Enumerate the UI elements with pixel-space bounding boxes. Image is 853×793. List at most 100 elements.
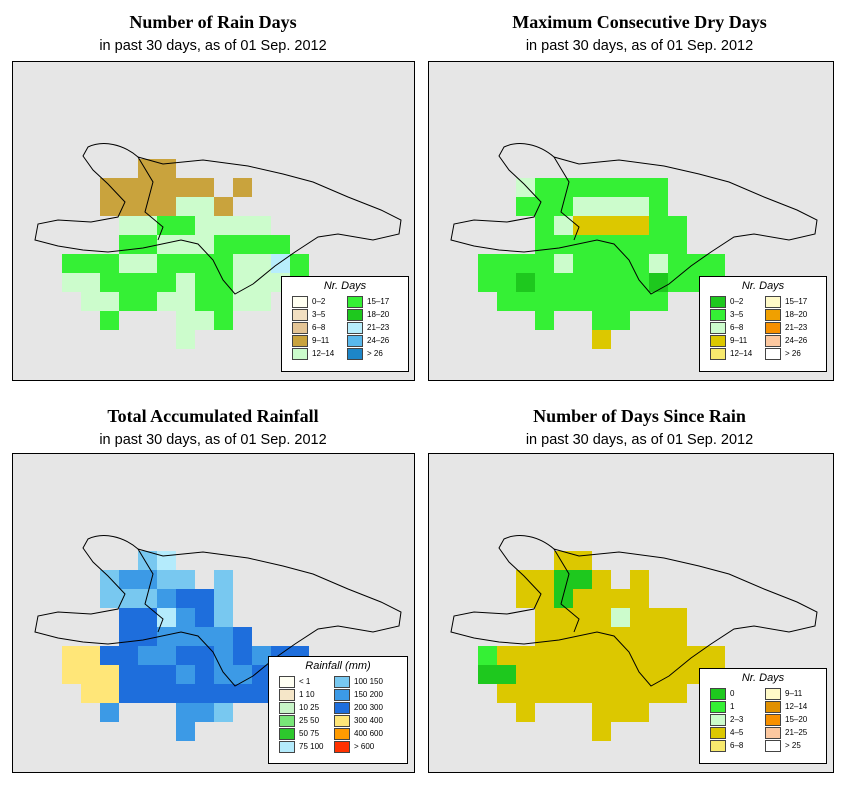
grid-cell	[233, 178, 252, 197]
legend-swatch	[292, 348, 308, 360]
grid-cell	[119, 178, 138, 197]
grid-cell	[554, 684, 573, 703]
grid-cell	[554, 216, 573, 235]
legend-swatch	[292, 296, 308, 308]
legend-swatch	[279, 676, 295, 688]
map-frame[interactable]: Nr. Days 0–2 3–5 6–8 9–11 12–14 15–17 18–20 21–…	[12, 61, 415, 381]
grid-cell	[497, 273, 516, 292]
grid-cell	[611, 608, 630, 627]
grid-cell	[592, 570, 611, 589]
grid-cell	[214, 235, 233, 254]
map-frame[interactable]: Nr. Days 0–2 3–5 6–8 9–11 12–14 15–17 18–20 21–…	[428, 61, 834, 381]
legend-swatch	[710, 701, 726, 713]
grid-cell	[214, 703, 233, 722]
grid-cell	[649, 197, 668, 216]
grid-cell	[157, 684, 176, 703]
grid-cell	[592, 589, 611, 608]
grid-cell	[649, 608, 668, 627]
island-outline	[34, 143, 402, 295]
grid-cell	[554, 273, 573, 292]
grid-cell	[138, 589, 157, 608]
grid-cell	[119, 627, 138, 646]
legend-swatch	[765, 335, 781, 347]
grid-cell	[573, 551, 592, 570]
legend-label: 1 10	[299, 690, 315, 699]
legend-swatch	[710, 335, 726, 347]
legend-swatch	[347, 335, 363, 347]
legend-label: 6–8	[312, 323, 326, 332]
legend-label: 9–11	[312, 336, 330, 345]
legend-label: 0–2	[312, 297, 326, 306]
grid-cell	[138, 684, 157, 703]
grid-cell	[630, 235, 649, 254]
grid-cell	[176, 292, 195, 311]
grid-cell	[233, 216, 252, 235]
grid-cell	[611, 273, 630, 292]
grid-cell	[573, 627, 592, 646]
grid-cell	[535, 273, 554, 292]
legend-title: Nr. Days	[323, 280, 367, 292]
grid-cell	[252, 292, 271, 311]
legend-label: 9–11	[785, 689, 803, 698]
grid-cell	[195, 254, 214, 273]
grid-cell	[252, 684, 271, 703]
grid-cell	[554, 551, 573, 570]
grid-cell	[535, 254, 554, 273]
grid-cell	[100, 273, 119, 292]
legend-swatch	[765, 322, 781, 334]
legend-swatch	[279, 741, 295, 753]
legend-swatch	[279, 728, 295, 740]
legend-title: Rainfall (mm)	[305, 660, 371, 672]
grid-cell	[668, 684, 687, 703]
grid-cell	[630, 646, 649, 665]
grid-cell	[478, 646, 497, 665]
grid-cell	[195, 178, 214, 197]
grid-cell	[233, 254, 252, 273]
grid-cell	[81, 684, 100, 703]
grid-cell	[592, 292, 611, 311]
grid-cell	[554, 589, 573, 608]
grid-cell	[138, 197, 157, 216]
grid-cell	[592, 703, 611, 722]
grid-cell	[119, 608, 138, 627]
grid-cell	[516, 589, 535, 608]
grid-cell	[497, 254, 516, 273]
map-frame[interactable]: Nr. Days 0 1 2–3 4–5 6–8 9–11 12–14 15–20 21–25 >…	[428, 453, 834, 773]
grid-cell	[592, 684, 611, 703]
grid-cell	[119, 292, 138, 311]
legend-swatch	[765, 296, 781, 308]
grid-cell	[119, 273, 138, 292]
legend-title: Nr. Days	[741, 280, 785, 292]
grid-cell	[554, 627, 573, 646]
legend-swatch	[334, 676, 350, 688]
map-grid	[34, 143, 402, 349]
border-line	[553, 548, 580, 633]
legend-label: 9–11	[730, 336, 748, 345]
legend-swatch	[334, 728, 350, 740]
grid-cell	[214, 570, 233, 589]
grid-cell	[176, 197, 195, 216]
grid-cell	[252, 273, 271, 292]
grid-cell	[649, 235, 668, 254]
panel-subtitle: in past 30 days, as of 01 Sep. 2012	[99, 38, 327, 54]
grid-cell	[573, 235, 592, 254]
legend-swatch	[710, 348, 726, 360]
legend-label: > 26	[785, 349, 801, 358]
grid-cell	[592, 330, 611, 349]
grid-cell	[573, 665, 592, 684]
grid-cell	[630, 665, 649, 684]
map-frame[interactable]: Rainfall (mm) < 1 1 10 10 25 25 50 50 75 75 1…	[12, 453, 415, 773]
grid-cell	[119, 684, 138, 703]
legend-swatch	[347, 296, 363, 308]
grid-cell	[630, 608, 649, 627]
grid-cell	[554, 646, 573, 665]
grid-cell	[138, 235, 157, 254]
grid-cell	[157, 551, 176, 570]
grid-cell	[157, 608, 176, 627]
legend: Nr. Days 0–2 3–5 6–8 9–11 12–14 15–17 18–20 21–…	[699, 276, 827, 372]
grid-cell	[592, 235, 611, 254]
legend-label: 21–25	[785, 728, 808, 737]
grid-cell	[630, 589, 649, 608]
grid-cell	[233, 684, 252, 703]
panel-title: Maximum Consecutive Dry Days	[512, 12, 767, 32]
